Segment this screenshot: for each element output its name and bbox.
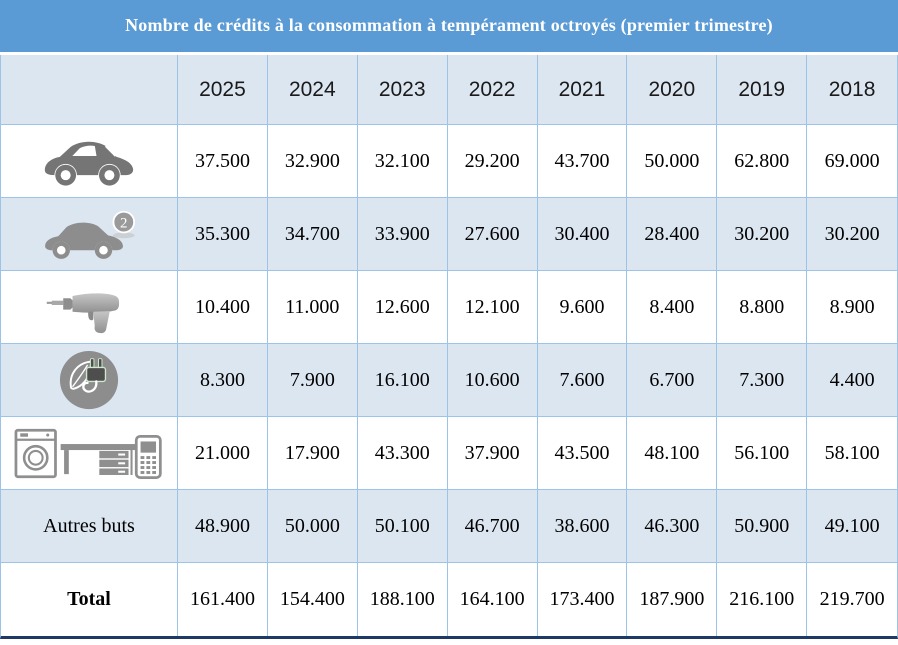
year-header: 2022 <box>448 55 538 124</box>
value-cell: 12.100 <box>448 271 538 343</box>
table-header-row: 2025 2024 2023 2022 2021 2020 2019 2018 <box>1 55 897 125</box>
value-cell: 43.500 <box>538 417 628 489</box>
row-label-cell: Autres buts <box>1 490 178 562</box>
value-cell: 21.000 <box>178 417 268 489</box>
value-cell: 7.300 <box>717 344 808 416</box>
value-cell: 48.100 <box>627 417 718 489</box>
year-header: 2023 <box>358 55 448 124</box>
value-cell: 173.400 <box>538 563 628 636</box>
value-cell: 56.100 <box>717 417 808 489</box>
value-cell: 28.400 <box>627 198 718 270</box>
value-cell: 62.800 <box>717 125 808 197</box>
value-cell: 12.600 <box>358 271 448 343</box>
value-cell: 4.400 <box>829 368 875 391</box>
value-cell: 8.300 <box>178 344 268 416</box>
value-cell: 29.200 <box>448 125 538 197</box>
year-header: 2018 <box>828 77 876 101</box>
value-cell: 9.600 <box>538 271 628 343</box>
row-label: Total <box>67 588 111 610</box>
value-cell: 50.000 <box>627 125 718 197</box>
used-car-icon: 2 <box>45 210 136 259</box>
value-cell: 6.700 <box>627 344 718 416</box>
value-cell: 30.400 <box>538 198 628 270</box>
value-cell: 8.400 <box>627 271 718 343</box>
value-cell: 34.700 <box>268 198 358 270</box>
value-cell: 35.300 <box>178 198 268 270</box>
row-label-cell: 2 <box>1 198 178 270</box>
row-label: Autres buts <box>43 514 135 537</box>
year-header: 2025 <box>178 55 268 124</box>
row-label-cell <box>1 125 178 197</box>
value-cell: 11.000 <box>268 271 358 343</box>
row-label-cell <box>1 344 178 416</box>
table-row: 8.300 7.900 16.100 10.600 7.600 6.700 7.300 4.4… <box>1 344 897 417</box>
value-cell: 219.700 <box>819 588 885 610</box>
value-cell: 161.400 <box>178 563 268 636</box>
year-header: 2019 <box>717 55 808 124</box>
table-body: 37.500 32.900 32.100 29.200 43.700 50.000 62.8… <box>1 125 897 636</box>
row-label-cell: Total <box>1 563 178 636</box>
value-cell: 33.900 <box>358 198 448 270</box>
row-label-cell <box>1 271 178 343</box>
table-title-bar: Nombre de crédits à la consommation à te… <box>0 0 898 55</box>
value-cell: 32.100 <box>358 125 448 197</box>
value-cell: 32.900 <box>268 125 358 197</box>
table-row: 37.500 32.900 32.100 29.200 43.700 50.000 62.8… <box>1 125 897 198</box>
value-cell: 27.600 <box>448 198 538 270</box>
value-cell: 30.200 <box>824 222 880 245</box>
value-cell: 46.700 <box>448 490 538 562</box>
value-cell: 30.200 <box>717 198 808 270</box>
table-row: Autres buts 48.900 50.000 50.100 46.700 38.6… <box>1 490 897 563</box>
value-cell: 37.900 <box>448 417 538 489</box>
value-cell: 49.100 <box>824 514 880 537</box>
value-cell: 187.900 <box>627 563 718 636</box>
value-cell: 38.600 <box>538 490 628 562</box>
table-row: 10.400 11.000 12.600 12.100 9.600 8.400 8.800 8… <box>1 271 897 344</box>
value-cell: 50.000 <box>268 490 358 562</box>
new-car-icon <box>44 141 134 186</box>
value-cell: 37.500 <box>178 125 268 197</box>
drill-icon <box>46 292 120 333</box>
table-row: Total 161.400 154.400 188.100 164.100 173.40… <box>1 563 897 636</box>
value-cell: 50.900 <box>717 490 808 562</box>
value-cell: 58.100 <box>824 441 880 464</box>
value-cell: 69.000 <box>824 149 880 172</box>
year-header: 2024 <box>268 55 358 124</box>
value-cell: 164.100 <box>448 563 538 636</box>
value-cell: 43.300 <box>358 417 448 489</box>
value-cell: 50.100 <box>358 490 448 562</box>
value-cell: 8.900 <box>829 295 875 318</box>
svg-text:2: 2 <box>120 215 127 231</box>
row-label-cell <box>1 417 178 489</box>
value-cell: 7.600 <box>538 344 628 416</box>
year-header: 2020 <box>627 55 718 124</box>
table-title: Nombre de crédits à la consommation à te… <box>125 14 773 35</box>
value-cell: 188.100 <box>358 563 448 636</box>
appliances-icon <box>14 428 162 479</box>
value-cell: 10.400 <box>178 271 268 343</box>
value-cell: 46.300 <box>627 490 718 562</box>
year-header: 2021 <box>538 55 628 124</box>
credit-table: 2025 2024 2023 2022 2021 2020 2019 2018 37.500 3… <box>0 55 898 639</box>
value-cell: 48.900 <box>178 490 268 562</box>
value-cell: 7.900 <box>268 344 358 416</box>
value-cell: 43.700 <box>538 125 628 197</box>
corner-cell <box>1 55 178 124</box>
value-cell: 16.100 <box>358 344 448 416</box>
value-cell: 17.900 <box>268 417 358 489</box>
table-row: 21.000 17.900 43.300 37.900 43.500 48.100 56.1… <box>1 417 897 490</box>
value-cell: 10.600 <box>448 344 538 416</box>
table-row: 2 35.300 34.700 33.900 27.600 30.400 28.400 30… <box>1 198 897 271</box>
green-energy-icon <box>59 350 119 410</box>
value-cell: 8.800 <box>717 271 808 343</box>
value-cell: 154.400 <box>268 563 358 636</box>
value-cell: 216.100 <box>717 563 808 636</box>
